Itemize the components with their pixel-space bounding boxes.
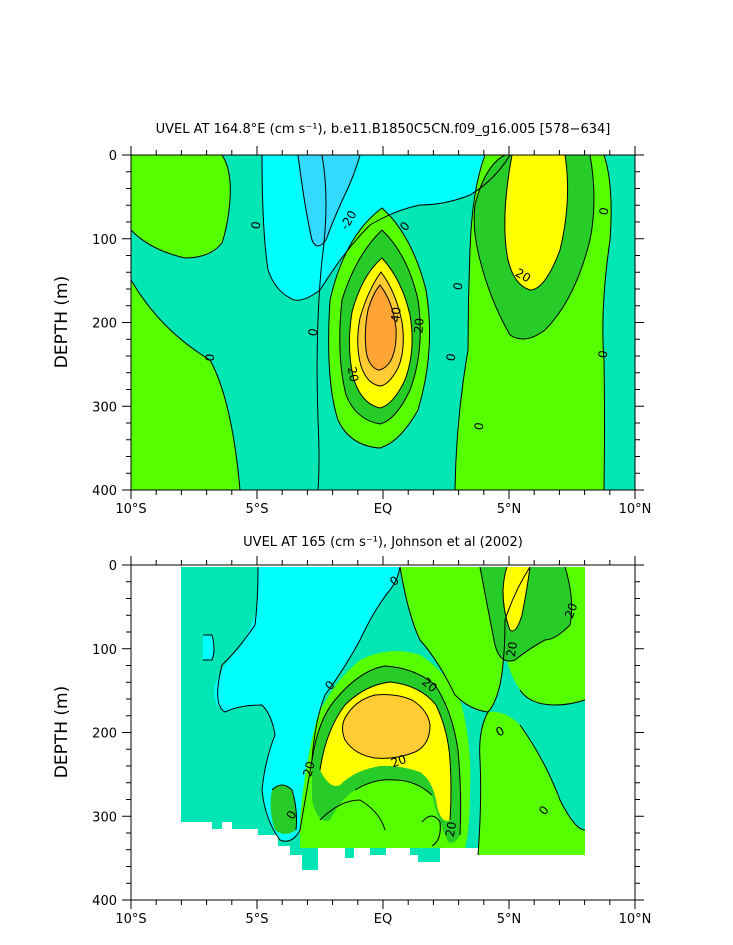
bottom-y-tick-label: 200 [92,727,117,742]
bot-fill-neg10-west [203,635,214,660]
top-fill-10-west [131,155,231,258]
top-panel: UVEL AT 164.8°E (cm s⁻¹), b.e11.B1850C5C… [52,122,651,517]
bottom-axis-ticks: 10°S 5°S EQ 5°N 10°N 0 100 200 300 400 [92,556,651,927]
top-contour-field [131,155,635,490]
top-x-tick-label: EQ [374,502,392,517]
top-clabel: 20 [513,266,533,286]
bottom-clabel: 20 [504,641,520,658]
top-y-axis-label: DEPTH (m) [52,276,72,368]
top-clabel: 20 [345,366,361,383]
top-clabel: 0 [306,327,321,337]
bot-fill-10-east [478,711,585,855]
bottom-y-tick-label: 300 [92,810,117,825]
top-clabel: 0 [472,421,487,431]
bottom-contour-field [181,566,586,870]
bottom-y-axis-label: DEPTH (m) [52,686,72,778]
top-x-tick-label: 5°N [497,502,522,517]
top-clabel: 0 [597,206,612,216]
bottom-x-tick-label: 5°S [245,912,268,927]
bottom-x-tick-label: EQ [374,912,392,927]
bottom-panel: UVEL AT 165 (cm s⁻¹), Johnson et al (200… [52,535,651,927]
top-y-tick-label: 100 [92,233,117,248]
bottom-y-tick-label: 400 [92,894,117,909]
top-clabel: 20 [411,317,426,333]
bottom-clabel: 20 [443,821,459,838]
top-panel-title: UVEL AT 164.8°E (cm s⁻¹), b.e11.B1850C5C… [156,122,611,137]
top-clabel: 0 [596,349,611,359]
top-fill-10-southwest [131,280,240,490]
top-clabel: 0 [451,281,466,291]
bot-fill-20-south [270,785,297,834]
top-y-tick-label: 0 [109,149,117,164]
bottom-x-tick-label: 10°N [619,912,652,927]
bottom-clabel: 20 [389,752,408,770]
bottom-panel-title: UVEL AT 165 (cm s⁻¹), Johnson et al (200… [243,535,523,550]
top-clabel: 0 [444,352,459,362]
bottom-y-tick-label: 0 [109,559,117,574]
top-x-tick-label: 5°S [245,502,268,517]
bottom-x-tick-label: 10°S [115,912,146,927]
bottom-clabel: 20 [300,760,317,778]
bot-fill-neg10-main [214,567,400,842]
top-x-tick-label: 10°S [115,502,146,517]
bot-fill-40-central [342,694,430,759]
top-clabel: 40 [388,306,403,322]
top-clabel: 0 [203,353,218,362]
bottom-clabel: 20 [562,601,580,620]
bot-fill-30-north [503,567,530,631]
top-y-tick-label: 300 [92,400,117,415]
bottom-x-tick-label: 5°N [497,912,522,927]
top-fill-neg20 [298,155,360,246]
top-x-tick-label: 10°N [619,502,652,517]
top-fill-50-central [365,285,397,370]
top-fill-0-eastedge [602,155,635,490]
top-y-tick-label: 400 [92,484,117,499]
top-clabel: 0 [249,220,264,230]
top-fill-30-east [504,155,568,290]
bottom-y-tick-label: 100 [92,643,117,658]
top-y-tick-label: 200 [92,317,117,332]
